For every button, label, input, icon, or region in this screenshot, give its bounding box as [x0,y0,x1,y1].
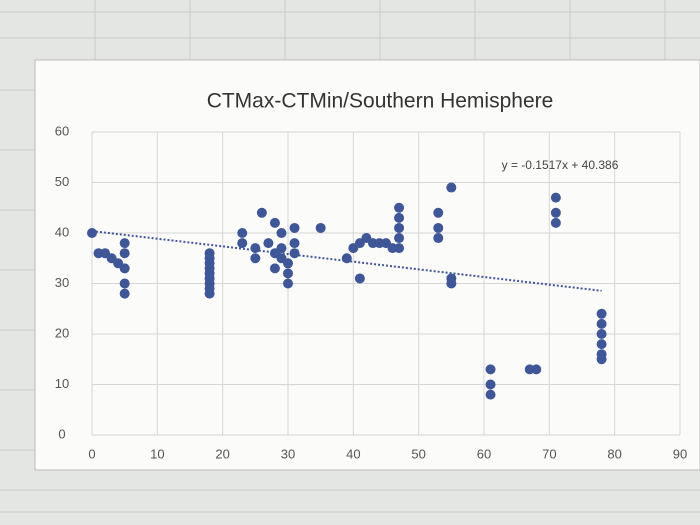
x-tick-label: 30 [281,446,295,461]
point [485,364,496,375]
point [283,278,293,289]
x-tick-label: 20 [215,446,229,461]
point [550,207,561,218]
point [283,258,293,269]
point [204,263,215,274]
y-tick-label: 60 [55,123,69,138]
point [87,228,97,238]
point [596,329,607,339]
point [315,222,326,233]
point [531,364,542,375]
point [596,318,607,329]
point [394,233,405,244]
point [446,182,457,193]
point [119,238,130,249]
chart-area [34,59,700,471]
point [485,389,496,400]
y-tick-label: 20 [55,325,69,340]
point [269,217,280,228]
x-tick-label: 50 [411,446,425,461]
point [289,238,300,249]
point [269,263,280,274]
point [354,273,365,284]
y-tick-label: 30 [55,275,69,290]
y-tick-label: 10 [55,376,69,391]
x-tick-label: 90 [673,446,687,461]
point [433,233,444,244]
x-tick-label: 0 [88,446,95,461]
x-tick-label: 80 [607,446,621,461]
point [204,273,215,284]
point [263,238,274,249]
point [596,354,607,365]
point [550,217,561,228]
point [596,308,607,319]
point [250,253,261,264]
point [433,222,444,233]
point [276,243,287,254]
point [283,268,293,279]
point [119,248,130,259]
point [276,228,287,238]
y-tick-label: 40 [55,224,69,239]
y-tick-label: 50 [55,174,69,189]
point [250,243,261,254]
point [485,379,496,390]
point [204,253,215,264]
point [394,222,405,233]
point [394,243,405,254]
point [119,263,130,274]
point [204,283,215,294]
point [394,202,405,213]
x-tick-label: 40 [346,446,360,461]
point [550,192,561,203]
point [289,222,300,233]
point [394,212,405,223]
x-tick-label: 60 [477,446,491,461]
point [341,253,352,264]
point [289,248,300,259]
point [119,278,130,289]
chart-title: CTMax-CTMin/Southern Hemisphere [207,90,554,113]
point [119,288,130,299]
y-tick-label: 0 [58,426,65,441]
x-tick-label: 10 [150,446,164,461]
x-tick-label: 70 [542,446,556,461]
spreadsheet-grid [0,0,700,513]
point [433,207,444,218]
point [256,207,267,218]
point [596,339,607,350]
point [237,238,248,249]
point [446,278,457,289]
point [237,228,248,238]
trendline-label: y = -0.1517x + 40.386 [502,158,619,172]
